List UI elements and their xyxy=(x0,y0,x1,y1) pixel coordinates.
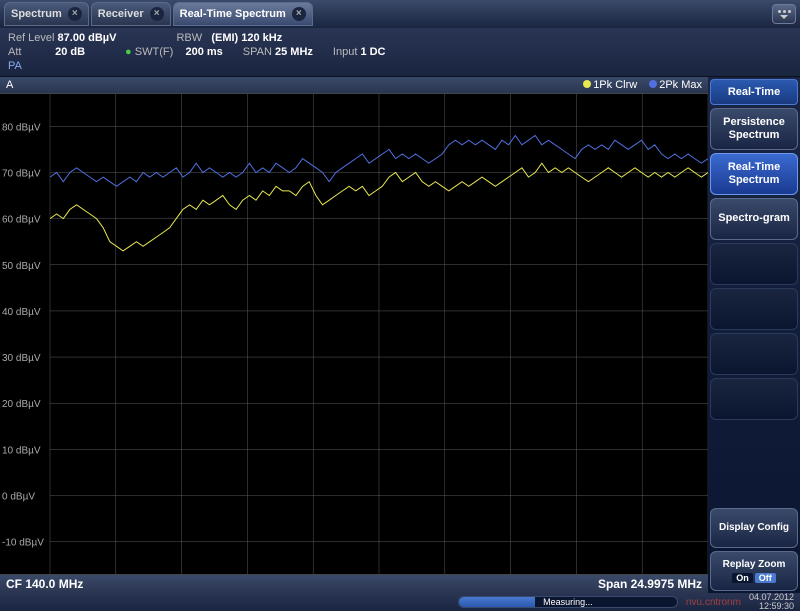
svg-text:60 dBµV: 60 dBµV xyxy=(2,215,41,226)
svg-text:10 dBµV: 10 dBµV xyxy=(2,445,41,456)
legend: 1Pk Clrw 2Pk Max xyxy=(583,79,702,91)
svg-text:-10 dBµV: -10 dBµV xyxy=(2,538,44,549)
chart-container: A 1Pk Clrw 2Pk Max 80 dBµV 70 dBµV 60 dBµV… xyxy=(0,77,708,593)
tab-receiver[interactable]: Receiver × xyxy=(91,2,171,26)
sidebar: Real-Time Persistence Spectrum Real-Time… xyxy=(708,77,800,593)
legend-2: 2Pk Max xyxy=(659,79,702,91)
input-value: 1 DC xyxy=(360,46,385,58)
swt-label: SWT(F) xyxy=(135,46,173,58)
menu-icon[interactable] xyxy=(772,4,796,24)
cf-label: CF 140.0 MHz xyxy=(6,577,83,591)
chart-footer: CF 140.0 MHz Span 24.9975 MHz xyxy=(0,574,708,593)
ref-level-value: 87.00 dBµV xyxy=(58,32,117,44)
legend-1: 1Pk Clrw xyxy=(593,79,637,91)
input-label: Input xyxy=(333,46,357,58)
span-footer-label: Span 24.9975 MHz xyxy=(598,577,702,591)
progress-text: Measuring... xyxy=(543,597,593,607)
tab-label: Receiver xyxy=(98,8,144,20)
status-bar: Measuring... nvu.cntronm 04.07.2012 12:5… xyxy=(0,593,800,611)
close-icon[interactable]: × xyxy=(68,7,82,21)
svg-text:80 dBµV: 80 dBµV xyxy=(2,122,41,133)
chart-svg: 80 dBµV 70 dBµV 60 dBµV 50 dBµV 40 dBµV 30 dB… xyxy=(0,94,708,574)
display-config-button[interactable]: Display Config xyxy=(710,508,798,548)
ref-level-label: Ref Level xyxy=(8,32,54,44)
rbw-label: RBW xyxy=(176,32,202,44)
persistence-button[interactable]: Persistence Spectrum xyxy=(710,108,798,150)
time-text: 12:59:30 xyxy=(749,602,794,611)
close-icon[interactable]: × xyxy=(150,7,164,21)
tab-spectrum[interactable]: Spectrum × xyxy=(4,2,89,26)
att-label: Att xyxy=(8,46,21,58)
empty-button-4[interactable] xyxy=(710,378,798,420)
svg-text:0 dBµV: 0 dBµV xyxy=(2,492,35,503)
svg-text:40 dBµV: 40 dBµV xyxy=(2,307,41,318)
datetime: 04.07.2012 12:59:30 xyxy=(749,593,794,611)
tab-label: Spectrum xyxy=(11,8,62,20)
svg-text:30 dBµV: 30 dBµV xyxy=(2,353,41,364)
rbw-value: (EMI) 120 kHz xyxy=(211,32,282,44)
span-value: 25 MHz xyxy=(275,46,313,58)
replay-zoom-label: Replay Zoom xyxy=(723,559,786,571)
date-text: 04.07.2012 xyxy=(749,593,794,602)
progress-bar: Measuring... xyxy=(458,596,678,608)
replay-zoom-button[interactable]: Replay Zoom On Off xyxy=(710,551,798,591)
on-toggle[interactable]: On xyxy=(732,573,753,584)
main-area: A 1Pk Clrw 2Pk Max 80 dBµV 70 dBµV 60 dBµV… xyxy=(0,77,800,593)
settings-bar: Ref Level 87.00 dBµV RBW (EMI) 120 kHz A… xyxy=(0,28,800,77)
att-value: 20 dB xyxy=(55,46,85,58)
sidebar-title: Real-Time xyxy=(710,79,798,105)
tab-bar: Spectrum × Receiver × Real-Time Spectrum… xyxy=(0,0,800,28)
trace-label: A xyxy=(6,79,13,91)
empty-button-1[interactable] xyxy=(710,243,798,285)
watermark: nvu.cntronm xyxy=(686,597,741,608)
off-toggle[interactable]: Off xyxy=(755,573,776,584)
legend-dot-2 xyxy=(649,80,657,88)
tab-label: Real-Time Spectrum xyxy=(180,8,286,20)
empty-button-3[interactable] xyxy=(710,333,798,375)
empty-button-2[interactable] xyxy=(710,288,798,330)
svg-text:70 dBµV: 70 dBµV xyxy=(2,168,41,179)
svg-text:20 dBµV: 20 dBµV xyxy=(2,399,41,410)
pa-label: PA xyxy=(8,60,22,72)
span-label: SPAN xyxy=(243,46,272,58)
spectrogram-button[interactable]: Spectro-gram xyxy=(710,198,798,240)
svg-text:50 dBµV: 50 dBµV xyxy=(2,261,41,272)
legend-dot-1 xyxy=(583,80,591,88)
tab-realtime-spectrum[interactable]: Real-Time Spectrum × xyxy=(173,2,313,26)
swt-value: 200 ms xyxy=(185,46,222,58)
chart-header: A 1Pk Clrw 2Pk Max xyxy=(0,77,708,94)
close-icon[interactable]: × xyxy=(292,7,306,21)
realtime-spectrum-button[interactable]: Real-Time Spectrum xyxy=(710,153,798,195)
chart-body[interactable]: 80 dBµV 70 dBµV 60 dBµV 50 dBµV 40 dBµV 30 dB… xyxy=(0,94,708,574)
